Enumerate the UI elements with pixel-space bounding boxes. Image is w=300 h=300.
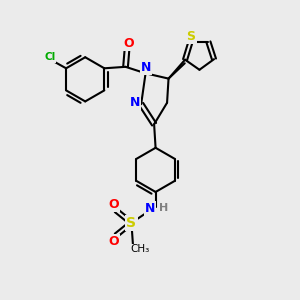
Text: N: N bbox=[141, 61, 151, 74]
Text: N: N bbox=[130, 96, 140, 109]
Text: CH₃: CH₃ bbox=[130, 244, 150, 254]
Text: O: O bbox=[123, 37, 134, 50]
Text: S: S bbox=[187, 30, 196, 43]
Text: H: H bbox=[159, 203, 168, 213]
Text: S: S bbox=[126, 216, 136, 230]
Text: Cl: Cl bbox=[44, 52, 56, 62]
Text: N: N bbox=[145, 202, 155, 215]
Text: O: O bbox=[109, 235, 119, 248]
Text: O: O bbox=[109, 198, 119, 211]
